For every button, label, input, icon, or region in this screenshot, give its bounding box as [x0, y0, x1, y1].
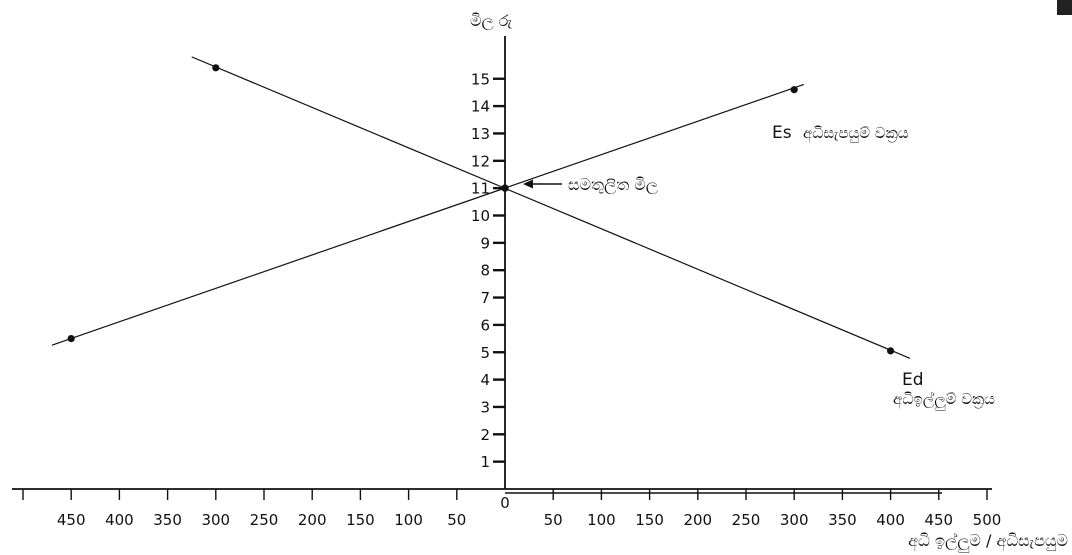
y-tick-label-9: 9: [480, 234, 490, 252]
x-tick-label-right-350: 350: [828, 511, 857, 529]
x-tick-label-right-300: 300: [780, 511, 809, 529]
data-points: [67, 64, 895, 355]
ed-point-0: [212, 64, 220, 72]
x-tick-label-right-50: 50: [544, 511, 563, 529]
ed-series-label: Ed අධිඉල්ලුම් වක්‍රය: [893, 370, 995, 410]
y-tick-label-5: 5: [480, 344, 490, 362]
x-tick-label-right-200: 200: [683, 511, 712, 529]
y-tick-label-7: 7: [480, 289, 490, 307]
es-curve-line: [51, 83, 805, 346]
x-axis-label: අධි ඉල්ලුම / අධිසැපයුම: [908, 531, 1068, 552]
y-tick-label-15: 15: [471, 70, 490, 88]
x-tick-label-left-200: 200: [298, 511, 327, 529]
equilibrium-label: සමතුලිත මිල: [568, 175, 658, 195]
y-tick-label-11: 11: [471, 180, 490, 198]
x-tick-label-left-100: 100: [394, 511, 423, 529]
ed-point-2: [887, 347, 895, 355]
x-tick-label-left-300: 300: [201, 511, 230, 529]
x-tick-label-right-100: 100: [587, 511, 616, 529]
x-tick-label-right-450: 450: [924, 511, 953, 529]
es-label-prefix: Es: [772, 123, 792, 143]
equilibrium-arrow-head: [523, 179, 533, 189]
x-tick-label-right-250: 250: [732, 511, 761, 529]
x-tick-label-left-150: 150: [346, 511, 375, 529]
y-tick-label-10: 10: [471, 207, 490, 225]
x-tick-label-right-400: 400: [876, 511, 905, 529]
x-tick-label-left-250: 250: [250, 511, 279, 529]
axes: [12, 36, 992, 494]
ed-curve-line: [191, 56, 911, 359]
es-label-text: අධිසැපයුම් වක්‍රය: [803, 124, 909, 143]
x-tick-label-zero: 0: [500, 494, 510, 512]
ed-point-1: [501, 184, 509, 192]
y-axis-label: මිල රු: [470, 11, 513, 31]
y-tick-label-2: 2: [480, 426, 490, 444]
es-series-label: Es අධිසැපයුම් වක්‍රය: [772, 123, 909, 143]
x-tick-label-left-50: 50: [447, 511, 466, 529]
es-point-2: [790, 86, 798, 94]
y-tick-label-12: 12: [471, 152, 490, 170]
y-tick-label-4: 4: [480, 371, 490, 389]
y-tick-label-8: 8: [480, 262, 490, 280]
y-tick-label-1: 1: [480, 453, 490, 471]
ed-label-text: අධිඉල්ලුම් වක්‍රය: [893, 390, 995, 410]
y-tick-label-13: 13: [471, 125, 490, 143]
y-tick-label-14: 14: [471, 98, 490, 116]
corner-block: [1057, 0, 1072, 15]
series-lines: [51, 56, 911, 359]
y-tick-label-3: 3: [480, 398, 490, 416]
x-tick-label-right-500: 500: [973, 511, 1002, 529]
svg-text:Es අධිසැපයුම් වක්‍රය: Es අධිසැපයුම් වක්‍රය: [772, 123, 909, 143]
y-tick-label-6: 6: [480, 316, 490, 334]
es-point-0: [67, 334, 75, 343]
x-tick-label-right-150: 150: [635, 511, 664, 529]
x-tick-label-left-450: 450: [57, 511, 86, 529]
equilibrium-annotation: සමතුලිත මිල: [523, 175, 658, 195]
ed-label-prefix: Ed: [902, 370, 924, 390]
x-tick-label-left-350: 350: [153, 511, 182, 529]
x-tick-label-left-400: 400: [105, 511, 134, 529]
